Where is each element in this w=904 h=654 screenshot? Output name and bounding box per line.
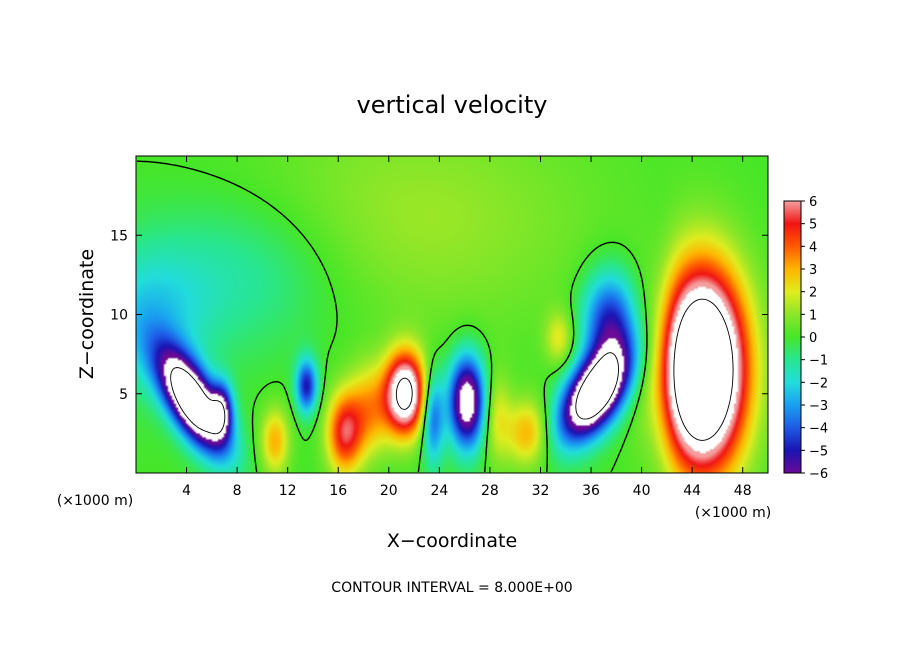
x-unit-label-left: (×1000 m) xyxy=(57,493,133,509)
y-tick-label: 10 xyxy=(110,308,128,324)
x-tick-label: 28 xyxy=(481,483,499,499)
x-unit-label-right: (×1000 m) xyxy=(695,505,771,521)
chart-title: vertical velocity xyxy=(357,91,548,119)
colorbar-label: 2 xyxy=(809,286,817,301)
colorbar-label: 4 xyxy=(809,240,817,255)
x-tick-label: 36 xyxy=(582,483,600,499)
colorbar-label: −3 xyxy=(809,399,828,414)
velocity-field-image xyxy=(136,156,768,473)
plot-area xyxy=(136,156,768,473)
x-tick-label: 44 xyxy=(683,483,701,499)
colorbar-label: 0 xyxy=(809,331,817,346)
colorbar-label: 1 xyxy=(809,308,817,323)
colorbar-label: −1 xyxy=(809,354,828,369)
x-tick-label: 16 xyxy=(329,483,347,499)
y-axis-label: Z−coordinate xyxy=(76,249,98,379)
x-tick-label: 8 xyxy=(233,483,242,499)
colorbar-label: 3 xyxy=(809,263,817,278)
x-tick-label: 12 xyxy=(279,483,297,499)
y-tick-label: 5 xyxy=(119,387,128,403)
x-axis-label: X−coordinate xyxy=(387,530,517,552)
colorbar-label: 5 xyxy=(809,218,817,233)
colorbar-label: −4 xyxy=(809,422,828,437)
x-axis: 4 8 12 16 20 24 28 32 36 40 44 48 xyxy=(182,156,752,499)
contour-line xyxy=(395,298,734,441)
x-tick-label: 40 xyxy=(633,483,651,499)
x-tick-label: 24 xyxy=(430,483,448,499)
y-axis: 5 10 15 xyxy=(110,228,768,403)
colorbar: 6 5 4 3 2 1 0 −1 −2 −3 −4 −5 −6 xyxy=(783,195,828,482)
x-tick-label: 32 xyxy=(532,483,550,499)
contour-line xyxy=(137,160,648,473)
contour-line xyxy=(170,352,619,435)
y-tick-label: 15 xyxy=(110,228,128,244)
colorbar-label: 6 xyxy=(809,195,817,210)
contour-interval-note: CONTOUR INTERVAL = 8.000E+00 xyxy=(331,580,572,596)
colorbar-label: −5 xyxy=(809,444,828,459)
colorbar-gradient xyxy=(783,200,802,474)
x-tick-label: 4 xyxy=(182,483,191,499)
x-tick-label: 20 xyxy=(380,483,398,499)
contour-lines xyxy=(137,160,734,473)
colorbar-labels: 6 5 4 3 2 1 0 −1 −2 −3 −4 −5 −6 xyxy=(801,195,828,482)
colorbar-label: −2 xyxy=(809,376,828,391)
x-tick-label: 48 xyxy=(734,483,752,499)
colorbar-label: −6 xyxy=(809,467,828,482)
